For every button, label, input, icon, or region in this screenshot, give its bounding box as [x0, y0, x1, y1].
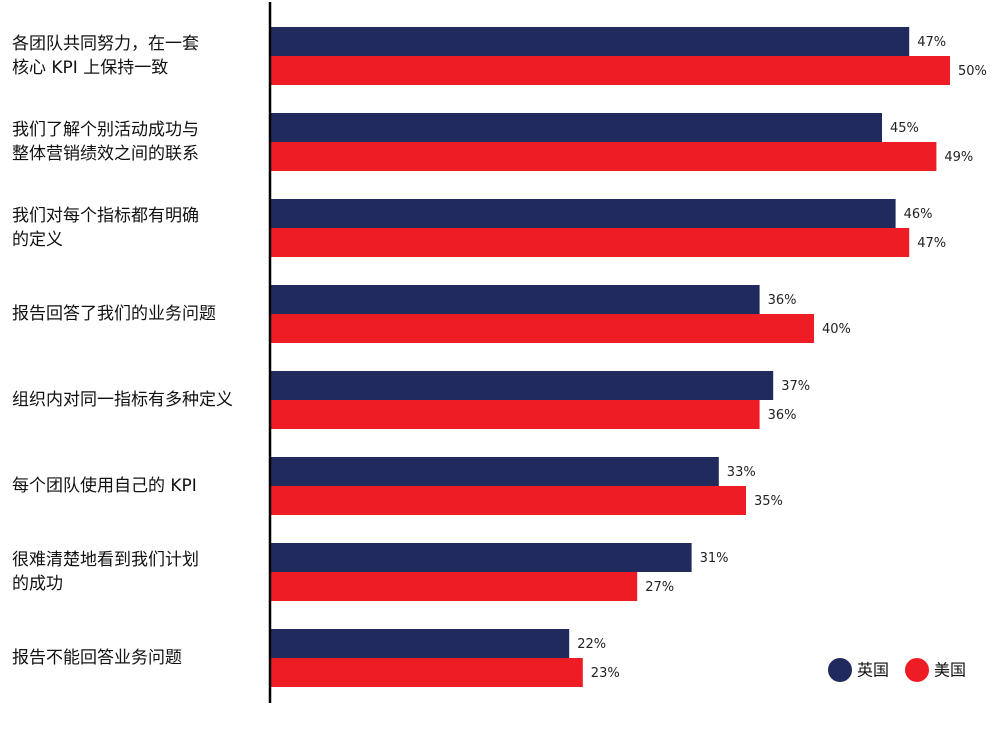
category-label-2: 我们了解个别活动成功与整体营销绩效之间的联系 — [12, 120, 199, 164]
category-label-line: 的定义 — [12, 230, 63, 250]
category-label-line: 组织内对同一指标有多种定义 — [12, 390, 233, 410]
bar-us-1 — [270, 56, 950, 85]
value-label-uk-5: 37% — [781, 379, 810, 394]
category-label-line: 报告回答了我们的业务问题 — [12, 304, 216, 324]
category-label-line: 报告不能回答业务问题 — [12, 648, 182, 668]
bar-us-4 — [270, 314, 814, 343]
category-label-1: 各团队共同努力，在一套核心 KPI 上保持一致 — [12, 34, 199, 78]
bar-us-5 — [270, 400, 760, 429]
category-label-line: 各团队共同努力，在一套 — [12, 34, 199, 54]
legend-marker-us — [905, 658, 929, 682]
value-labels-layer: 47% 50% 45% 49% 46% 47% 36% 40% 37% 36% 33% 35% 31% 2… — [577, 35, 987, 681]
legend: 英国 美国 — [828, 658, 966, 682]
value-label-us-5: 36% — [768, 408, 797, 423]
category-label-line: 的成功 — [12, 574, 63, 594]
category-label-line: 我们了解个别活动成功与 — [12, 120, 199, 140]
category-label-line: 我们对每个指标都有明确 — [12, 206, 199, 226]
bar-us-2 — [270, 142, 937, 171]
bar-us-7 — [270, 572, 638, 601]
category-label-4: 报告回答了我们的业务问题 — [12, 304, 216, 324]
category-label-line: 核心 KPI 上保持一致 — [12, 58, 168, 78]
legend-marker-uk — [828, 658, 852, 682]
category-label-6: 每个团队使用自己的 KPI — [12, 475, 197, 496]
bar-uk-8 — [270, 629, 570, 658]
bar-uk-2 — [270, 113, 882, 142]
value-label-us-1: 50% — [958, 64, 987, 79]
bar-uk-5 — [270, 371, 774, 400]
legend-label-uk: 英国 — [857, 661, 889, 680]
category-label-line: 每个团队使用自己的 KPI — [12, 475, 197, 496]
bar-uk-7 — [270, 543, 692, 572]
bar-us-8 — [270, 658, 583, 687]
value-label-uk-4: 36% — [768, 293, 797, 308]
category-label-5: 组织内对同一指标有多种定义 — [12, 390, 233, 410]
bar-uk-3 — [270, 199, 896, 228]
category-label-line: 整体营销绩效之间的联系 — [12, 144, 199, 164]
value-label-uk-6: 33% — [727, 465, 756, 480]
category-label-line: 很难清楚地看到我们计划 — [12, 550, 199, 570]
category-label-7: 很难清楚地看到我们计划的成功 — [12, 550, 199, 594]
value-label-us-7: 27% — [645, 580, 674, 595]
value-label-us-2: 49% — [944, 150, 973, 165]
value-label-us-6: 35% — [754, 494, 783, 509]
value-label-uk-8: 22% — [577, 637, 606, 652]
bar-uk-4 — [270, 285, 760, 314]
category-label-8: 报告不能回答业务问题 — [12, 648, 182, 668]
value-label-uk-3: 46% — [904, 207, 933, 222]
value-label-uk-2: 45% — [890, 121, 919, 136]
bar-uk-6 — [270, 457, 719, 486]
value-label-us-4: 40% — [822, 322, 851, 337]
bars-layer — [270, 27, 950, 687]
bar-uk-1 — [270, 27, 910, 56]
value-label-us-3: 47% — [917, 236, 946, 251]
category-label-3: 我们对每个指标都有明确的定义 — [12, 206, 199, 250]
value-label-uk-1: 47% — [917, 35, 946, 50]
legend-label-us: 美国 — [934, 661, 966, 680]
bar-us-6 — [270, 486, 746, 515]
value-label-uk-7: 31% — [700, 551, 729, 566]
category-labels-layer: 各团队共同努力，在一套核心 KPI 上保持一致我们了解个别活动成功与整体营销绩效… — [12, 34, 233, 668]
value-label-us-8: 23% — [591, 666, 620, 681]
bar-us-3 — [270, 228, 910, 257]
